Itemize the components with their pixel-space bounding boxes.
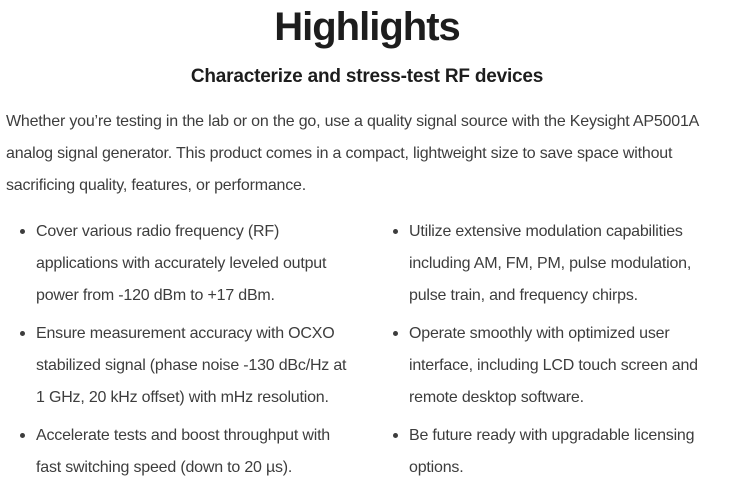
bullet-icon [20,433,25,438]
list-item: Be future ready with upgradable licensin… [393,420,728,484]
bullet-icon [393,331,398,336]
list-item: Operate smoothly with optimized user int… [393,318,728,414]
list-item: Utilize extensive modulation capabilitie… [393,216,728,312]
list-item-text: Ensure measurement accuracy with OCXO st… [36,325,347,406]
bullet-icon [393,433,398,438]
bullet-icon [393,229,398,234]
list-item: Ensure measurement accuracy with OCXO st… [20,318,355,414]
feature-columns: Cover various radio frequency (RF) appli… [6,216,728,490]
bullet-icon [20,331,25,336]
feature-list-left: Cover various radio frequency (RF) appli… [6,216,355,490]
feature-list-right: Utilize extensive modulation capabilitie… [379,216,728,490]
page-subtitle: Characterize and stress-test RF devices [190,66,544,87]
list-item-text: Be future ready with upgradable licensin… [409,427,695,476]
list-item: Cover various radio frequency (RF) appli… [20,216,355,312]
list-item-text: Accelerate tests and boost throughput wi… [36,427,331,476]
list-item-text: Utilize extensive modulation capabilitie… [409,223,692,304]
highlights-page: Highlights Characterize and stress-test … [0,4,734,490]
list-item-text: Cover various radio frequency (RF) appli… [36,223,327,304]
list-item: Accelerate tests and boost throughput wi… [20,420,355,484]
list-item-text: Operate smoothly with optimized user int… [409,325,698,406]
page-title: Highlights [274,5,461,49]
intro-paragraph: Whether you’re testing in the lab or on … [6,113,699,194]
bullet-icon [20,229,25,234]
